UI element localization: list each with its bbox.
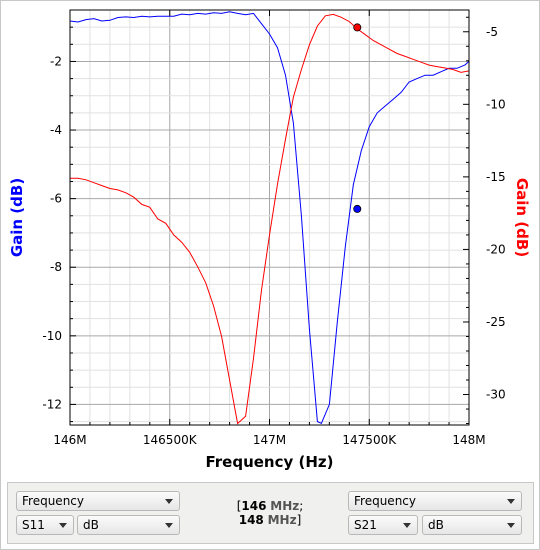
tick-labels: 146M 146500K 147M 147500K 148M -2 -4 -6 -8 -10 -12… [42,25,505,447]
left-quantity-dropdown[interactable]: Frequency [16,491,180,511]
range-start-unit: MHz [270,499,300,513]
right-y-tick-label: -25 [486,315,506,329]
chevron-down-icon [165,499,173,504]
chevron-down-icon [507,499,515,504]
s11-marker-point [353,204,362,213]
right-y-tick-label: -20 [486,242,506,256]
x-axis-title: Frequency (Hz) [205,453,333,471]
left-unit-dropdown[interactable]: dB [77,515,180,535]
left-y-axis-title: Gain (dB) [8,178,26,257]
x-tick-label: 147500K [342,433,397,447]
range-end-unit: MHz [267,513,297,527]
left-parameter-dropdown[interactable]: S11 [16,515,74,535]
left-y-tick-label: -8 [50,260,62,274]
right-y-tick-label: -15 [486,170,506,184]
x-tick-label: 146M [53,433,86,447]
left-parameter-value: S11 [22,518,45,532]
range-separator: ; [299,499,304,513]
right-quantity-value: Frequency [354,494,416,508]
right-y-tick-label: -30 [486,388,506,402]
s21-marker-point [353,23,362,32]
range-end-value: 148 [238,513,264,527]
chevron-down-icon [165,523,173,528]
left-quantity-value: Frequency [22,494,84,508]
s11-trace-line [69,11,470,424]
left-y-tick-label: -4 [50,123,62,137]
left-y-tick-label: -6 [50,192,62,206]
right-y-tick-label: -5 [486,25,498,39]
chevron-down-icon [507,523,515,528]
left-y-tick-label: -2 [50,54,62,68]
right-unit-dropdown[interactable]: dB [422,515,522,535]
grid [70,9,469,425]
right-parameter-value: S21 [354,518,377,532]
trace-controls: Frequency S11 dB [146 MHz; 148 MHz] Freq… [7,482,534,544]
s21-trace-line [70,13,470,425]
left-unit-value: dB [83,518,99,532]
range-start-value: 146 [241,499,267,513]
x-tick-label: 148M [452,433,485,447]
frequency-range-readout: [146 MHz; 148 MHz] [236,499,304,527]
x-tick-label: 146500K [143,433,198,447]
chevron-down-icon [403,523,411,528]
series-layer [69,11,470,425]
ticks [69,9,470,425]
right-unit-value: dB [428,518,444,532]
right-y-axis-title: Gain (dB) [513,178,531,257]
right-quantity-dropdown[interactable]: Frequency [348,491,522,511]
left-y-tick-label: -12 [42,397,62,411]
chevron-down-icon [59,523,67,528]
x-tick-label: 147M [253,433,286,447]
left-y-tick-label: -10 [42,329,62,343]
chart: 146M 146500K 147M 147500K 148M -2 -4 -6 -8 -10 -12… [8,9,531,471]
right-parameter-dropdown[interactable]: S21 [348,515,418,535]
right-y-tick-label: -10 [486,97,506,111]
